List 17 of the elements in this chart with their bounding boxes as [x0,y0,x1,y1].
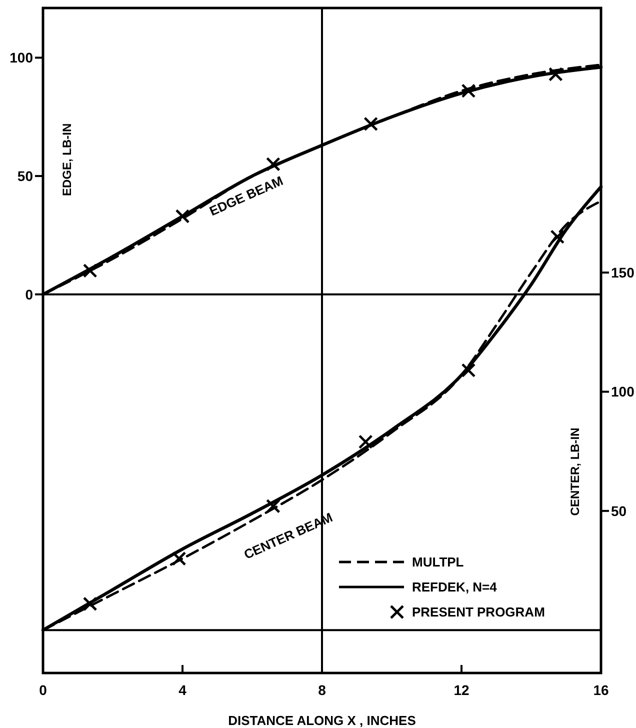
x-tick-label: 12 [454,682,470,698]
y2-tick-label: 150 [611,264,635,280]
y2-tick-label: 100 [611,384,635,400]
y-tick-label: 50 [17,168,34,184]
legend-label: PRESENT PROGRAM [412,604,545,620]
y-axis-title: EDGE, LB-IN [60,123,74,196]
y2-axis-title: CENTER, LB-IN [568,428,582,516]
y-tick-label: 0 [25,286,34,302]
x-axis-title: DISTANCE ALONG X , INCHES [228,713,416,728]
y-tick-label: 100 [10,50,34,66]
legend-label: MULTPL [412,554,464,570]
y2-tick-label: 50 [611,502,627,519]
x-tick-label: 4 [178,682,187,698]
x-tick-label: 16 [593,682,609,698]
x-tick-label: 0 [39,682,48,698]
legend-label: REFDEK, N=4 [412,580,498,595]
x-tick-label: 8 [318,682,326,698]
